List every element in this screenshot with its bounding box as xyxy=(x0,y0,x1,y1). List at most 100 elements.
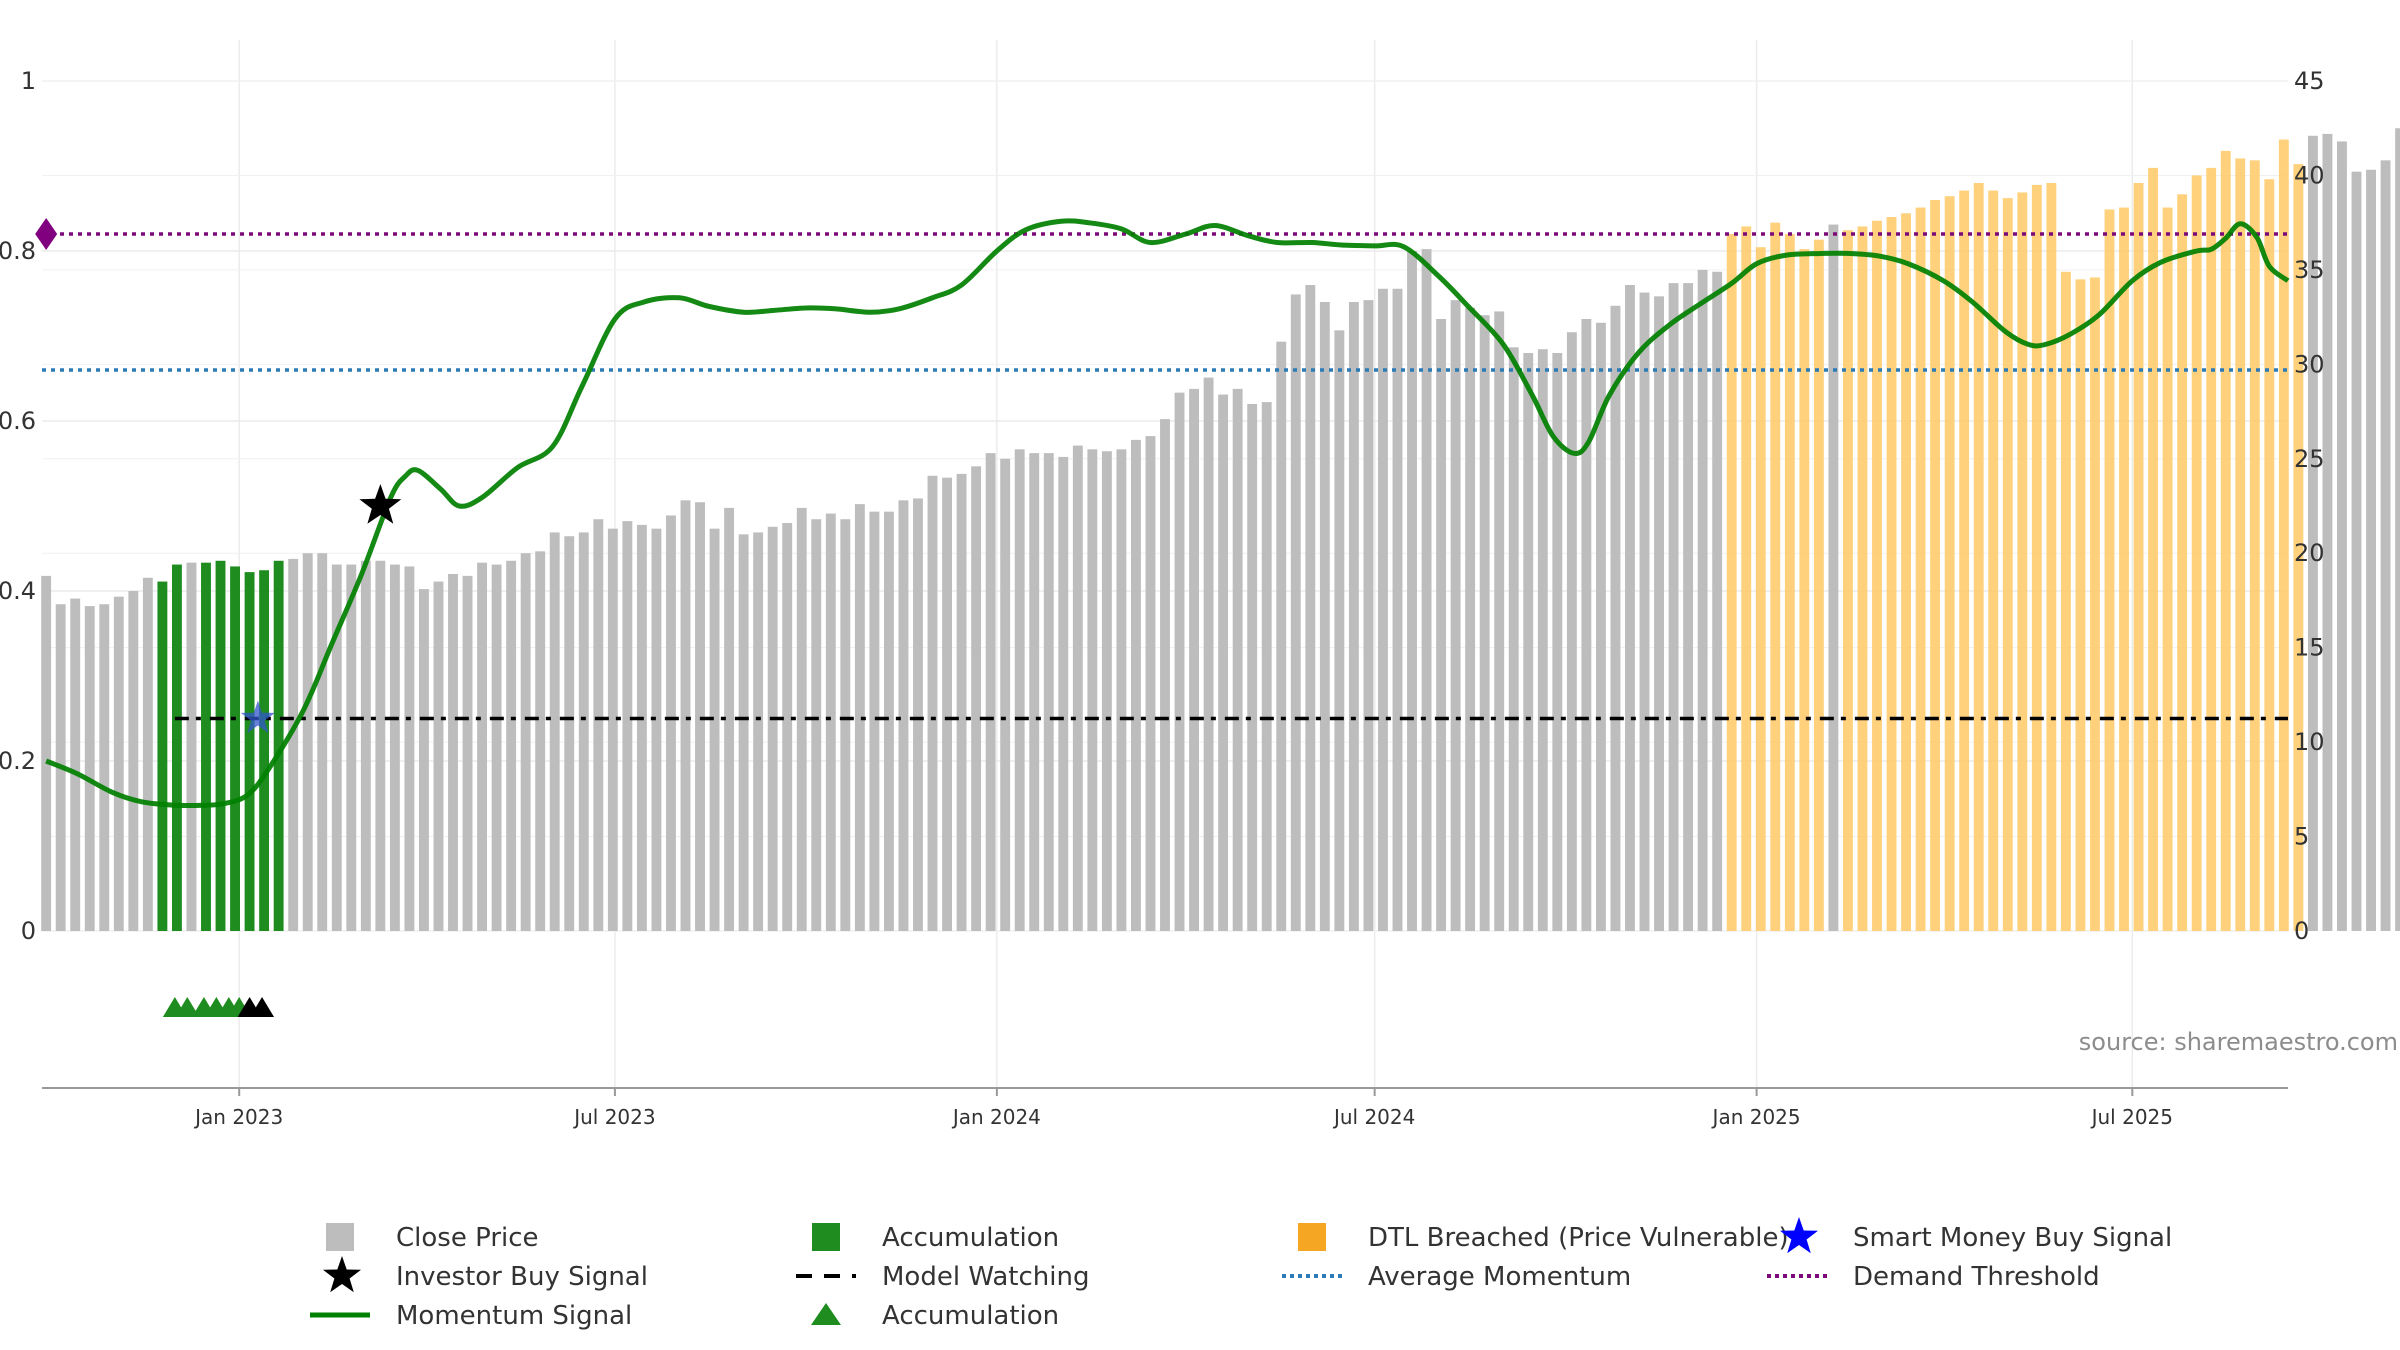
legend-swatch-square xyxy=(1298,1223,1326,1251)
accumulation-bar xyxy=(244,572,255,931)
close-price-bar xyxy=(753,532,764,931)
dtl-breached-bar xyxy=(1857,226,1868,931)
momentum-signal-line xyxy=(45,218,2290,809)
dtl-breached-bar xyxy=(1886,217,1897,931)
dtl-breached-bar xyxy=(2235,158,2246,931)
legend-item: DTL Breached (Price Vulnerable) xyxy=(1298,1223,1789,1253)
close-price-bar xyxy=(1828,224,1839,932)
close-price-bar xyxy=(1639,292,1650,931)
close-price-bar xyxy=(1392,288,1403,931)
close-price-bar xyxy=(695,502,705,931)
source-text: source: sharemaestro.com xyxy=(2079,1028,2398,1056)
close-price-bar xyxy=(1290,294,1301,931)
y-right-tick-label: 25 xyxy=(2294,445,2325,473)
close-price-bar xyxy=(680,500,691,931)
y-left-tick-label: 0 xyxy=(21,917,36,945)
close-price-bar xyxy=(971,466,982,931)
close-price-bar xyxy=(389,564,400,931)
close-price-bar xyxy=(1072,445,1083,931)
close-price-bar xyxy=(956,473,967,931)
x-tick-label: Jul 2024 xyxy=(1332,1105,1415,1129)
legend-item: Momentum Signal xyxy=(310,1301,632,1331)
close-price-bar xyxy=(1523,353,1534,931)
dtl-breached-bar xyxy=(1784,234,1795,931)
dtl-breached-bar xyxy=(2206,167,2217,931)
legend-swatch-triangle-icon xyxy=(811,1303,841,1325)
dtl-breached-bar xyxy=(1726,234,1737,931)
close-price-bar xyxy=(1189,388,1200,931)
close-price-bar xyxy=(622,521,633,931)
close-price-bar xyxy=(1145,436,1156,931)
close-price-bar xyxy=(1508,347,1519,931)
y-right-tick-label: 45 xyxy=(2294,67,2325,95)
accumulation-triangles xyxy=(162,997,275,1017)
dtl-breached-bar xyxy=(2119,207,2129,932)
close-price-bar xyxy=(1116,449,1127,931)
close-price-bar xyxy=(651,528,662,931)
close-price-bar xyxy=(302,553,313,931)
y-right-tick-label: 10 xyxy=(2294,728,2325,756)
legend-label: DTL Breached (Price Vulnerable) xyxy=(1368,1223,1789,1253)
legend-label: Smart Money Buy Signal xyxy=(1853,1223,2172,1253)
close-price-bar xyxy=(796,507,807,931)
legend-label: Momentum Signal xyxy=(396,1301,632,1331)
close-price-bar xyxy=(419,589,429,931)
close-price-bar xyxy=(578,532,589,931)
x-tick-label: Jul 2023 xyxy=(572,1105,655,1129)
y-left-tick-label: 0.4 xyxy=(0,577,36,605)
close-price-bar xyxy=(1654,296,1664,931)
close-price-bar xyxy=(1203,377,1214,931)
close-price-bar xyxy=(854,504,865,931)
legend-swatch-star-icon xyxy=(323,1256,361,1293)
close-price-bar xyxy=(1261,402,1272,932)
accumulation-bar xyxy=(171,564,182,931)
dtl-breached-bar xyxy=(2090,277,2100,931)
close-price-bar xyxy=(448,574,458,931)
close-price-bar xyxy=(128,591,139,931)
close-price-bar xyxy=(985,453,996,931)
close-price-bar xyxy=(1348,302,1359,931)
close-price-bar xyxy=(1043,453,1054,931)
close-price-bar xyxy=(84,606,95,931)
close-price-bar xyxy=(724,507,735,931)
close-price-bar xyxy=(2307,135,2318,931)
dtl-breached-bar xyxy=(2278,139,2289,932)
close-price-bar xyxy=(99,604,110,931)
y-right-tick-label: 35 xyxy=(2294,256,2325,284)
legend: Close Price Accumulation DTL Breached (Pri… xyxy=(310,1217,2172,1331)
close-price-bar xyxy=(186,562,197,931)
close-price-bar xyxy=(346,564,357,931)
close-price-bar xyxy=(1465,307,1476,932)
close-price-bar xyxy=(1436,319,1447,931)
close-price-bar xyxy=(1479,315,1490,931)
legend-label: Investor Buy Signal xyxy=(396,1262,648,1292)
legend-swatch-square xyxy=(326,1223,354,1251)
y-right-ticks: 0 5 10 15 20 25 30 35 40 45 xyxy=(2294,67,2325,945)
y-left-ticks: 0 0.2 0.4 0.6 0.8 1 xyxy=(0,67,36,945)
close-price-bar xyxy=(506,560,517,931)
reference-lines xyxy=(42,232,2288,721)
accumulation-bar xyxy=(201,562,211,931)
close-price-bar xyxy=(1566,332,1577,931)
dtl-breached-bar xyxy=(2249,160,2260,932)
dtl-breached-bar xyxy=(2060,271,2071,931)
legend-swatch-star-icon xyxy=(1780,1217,1818,1254)
dtl-breached-bar xyxy=(2017,192,2028,931)
dtl-breached-bar xyxy=(1741,226,1752,931)
close-price-bar xyxy=(317,553,328,931)
close-price-bar xyxy=(535,551,546,931)
close-price-bar xyxy=(666,515,676,931)
close-price-bar xyxy=(1450,300,1461,932)
close-price-bar xyxy=(1581,319,1592,931)
dtl-breached-bar xyxy=(1944,196,1955,931)
close-price-bar xyxy=(1712,271,1723,931)
close-price-bar xyxy=(1421,249,1432,932)
close-price-bar xyxy=(2366,169,2376,931)
close-price-bar xyxy=(1595,322,1606,931)
x-tick-label: Jan 2023 xyxy=(193,1105,283,1129)
accumulation-bar xyxy=(230,566,240,931)
close-price-bar xyxy=(593,519,604,931)
legend-item: Accumulation xyxy=(812,1223,1059,1253)
